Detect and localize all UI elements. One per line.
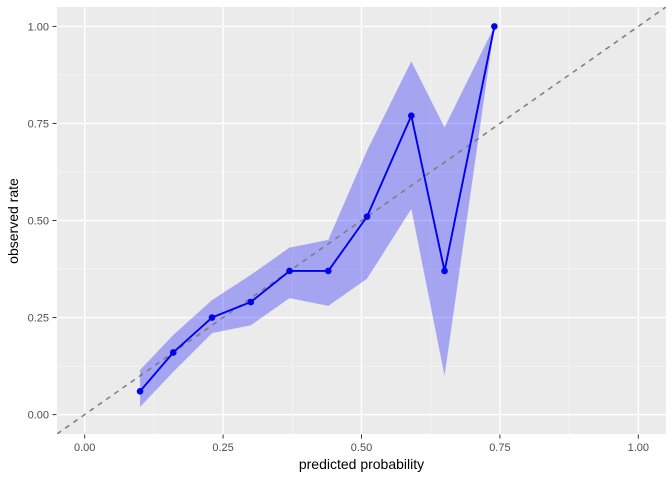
- x-tick-label: 1.00: [628, 442, 649, 454]
- data-point: [169, 349, 177, 356]
- calibration-line: [139, 26, 496, 392]
- data-point: [324, 267, 332, 275]
- data-point: [247, 298, 255, 306]
- x-tick-label: 0.50: [351, 442, 372, 454]
- x-tick-label: 0.25: [212, 442, 233, 454]
- data-point: [363, 213, 371, 220]
- data-point: [491, 23, 498, 30]
- data-point: [441, 267, 448, 275]
- y-tick-label: 1.00: [28, 21, 49, 33]
- x-axis-title: predicted probability: [298, 456, 425, 472]
- data-point: [208, 314, 216, 321]
- x-tick-label: 0.75: [489, 442, 510, 454]
- y-axis-title: observed rate: [5, 178, 21, 264]
- data-point: [286, 267, 293, 275]
- data-point: [136, 388, 144, 395]
- x-tick-label: 0.00: [74, 442, 95, 454]
- y-tick-label: 0.75: [28, 118, 49, 130]
- data-point: [408, 112, 415, 119]
- y-tick-label: 0.50: [28, 216, 49, 228]
- identity-reference-line: [57, 7, 666, 434]
- geoms-group: [57, 7, 666, 434]
- y-tick-label: 0.25: [28, 313, 49, 325]
- y-tick-label: 0.00: [28, 410, 49, 422]
